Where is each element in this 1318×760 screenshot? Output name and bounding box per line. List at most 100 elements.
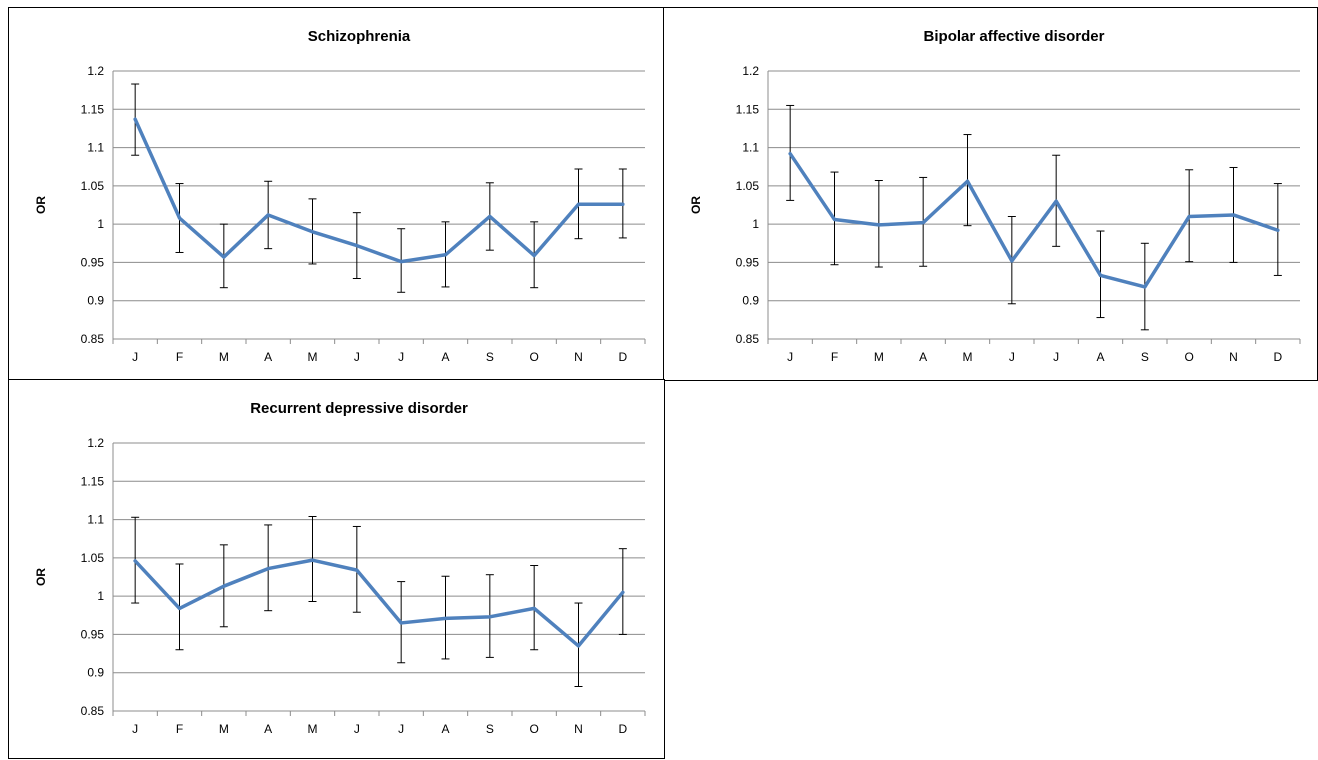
x-tick-label: A: [264, 350, 272, 364]
data-point: [1143, 285, 1147, 289]
chart-bipolar: Bipolar affective disorder 0.85 0.9 0.95 1 1.…: [689, 28, 1301, 364]
y-tick-label: 1.1: [87, 141, 104, 155]
data-point: [877, 223, 881, 227]
x-tick-label: N: [1229, 350, 1238, 364]
data-point: [488, 615, 492, 619]
x-tick-label: J: [354, 350, 360, 364]
x-tick-label: N: [574, 722, 583, 736]
y-tick-label: 0.85: [81, 704, 105, 718]
chart-title: Bipolar affective disorder: [924, 28, 1105, 45]
y-tick-label: 1.05: [736, 179, 760, 193]
y-tick-label: 1: [97, 589, 104, 603]
x-tick-label: D: [1273, 350, 1282, 364]
chart-panel-schizophrenia: Schizophrenia 0.85 0.9 0.95 1 1.05 1.1 1.15 1.2 O…: [8, 7, 665, 381]
x-tick-label: O: [529, 722, 538, 736]
data-point: [133, 117, 137, 121]
x-tick-label: J: [132, 722, 138, 736]
y-tick-label: 1.05: [81, 179, 105, 193]
x-tick-label: F: [176, 350, 183, 364]
y-tick-label: 1.1: [742, 141, 759, 155]
x-tick-label: A: [441, 722, 449, 736]
y-tick-label: 0.85: [736, 332, 760, 346]
data-point: [266, 567, 270, 571]
y-tick-label: 1.2: [742, 64, 759, 78]
data-point: [621, 202, 625, 206]
data-point: [921, 221, 925, 225]
y-tick-label: 1.15: [81, 102, 105, 116]
data-point: [355, 568, 359, 572]
chart-schizophrenia: Schizophrenia 0.85 0.9 0.95 1 1.05 1.1 1.15 1.2 O…: [34, 28, 646, 364]
y-axis-label: OR: [689, 196, 703, 214]
y-tick-label: 1.2: [87, 436, 104, 450]
x-tick-label: A: [1096, 350, 1104, 364]
data-point: [355, 244, 359, 248]
y-axis-label: OR: [34, 568, 48, 586]
chart-recurrent-depressive: Recurrent depressive disorder 0.85 0.9 0.95…: [34, 400, 646, 736]
y-tick-label: 1.15: [736, 102, 760, 116]
data-point: [222, 584, 226, 588]
data-point: [1276, 228, 1280, 232]
x-tick-label: D: [618, 722, 627, 736]
y-tick-label: 1.05: [81, 551, 105, 565]
y-tick-label: 0.9: [742, 294, 759, 308]
data-point: [178, 606, 181, 610]
x-tick-label: S: [486, 722, 494, 736]
data-point: [577, 644, 580, 648]
y-tick-label: 0.95: [81, 255, 105, 269]
x-tick-label: J: [398, 350, 404, 364]
data-point: [1010, 259, 1014, 263]
x-tick-label: J: [398, 722, 404, 736]
x-tick-label: M: [219, 350, 229, 364]
y-tick-label: 0.85: [81, 332, 105, 346]
data-point: [532, 254, 536, 258]
data-point: [444, 253, 447, 257]
data-point: [133, 559, 137, 563]
y-tick-label: 1.1: [87, 513, 104, 527]
x-tick-label: A: [264, 722, 272, 736]
data-point: [621, 590, 625, 594]
data-point: [311, 558, 314, 562]
x-tick-label: J: [787, 350, 793, 364]
chart-title: Schizophrenia: [308, 28, 411, 45]
series-line: [133, 558, 625, 648]
x-tick-label: S: [1141, 350, 1149, 364]
series-line: [133, 117, 625, 264]
data-point: [532, 606, 536, 610]
y-tick-label: 1.15: [81, 474, 105, 488]
x-tick-label: M: [219, 722, 229, 736]
data-point: [833, 218, 836, 222]
x-tick-label: O: [529, 350, 538, 364]
data-point: [222, 255, 226, 259]
data-point: [788, 152, 792, 156]
x-tick-label: M: [308, 722, 318, 736]
y-tick-label: 1: [752, 217, 759, 231]
chart-panel-bipolar: Bipolar affective disorder 0.85 0.9 0.95 1 1.…: [663, 7, 1318, 381]
y-tick-label: 1.2: [87, 64, 104, 78]
data-point: [1054, 199, 1058, 203]
x-tick-label: D: [618, 350, 627, 364]
data-point: [1187, 214, 1191, 218]
series-line: [788, 151, 1280, 289]
chart-panel-recurrent-depressive: Recurrent depressive disorder 0.85 0.9 0.95…: [8, 379, 665, 759]
data-point: [266, 213, 270, 217]
data-point: [577, 202, 580, 206]
data-point: [488, 214, 492, 218]
x-tick-label: J: [1009, 350, 1015, 364]
y-tick-label: 0.9: [87, 666, 104, 680]
x-tick-label: F: [831, 350, 838, 364]
x-tick-label: M: [874, 350, 884, 364]
x-tick-label: J: [132, 350, 138, 364]
y-tick-label: 0.95: [81, 627, 105, 641]
x-tick-label: O: [1184, 350, 1193, 364]
data-point: [311, 230, 314, 234]
data-point: [399, 260, 403, 264]
x-tick-label: J: [1053, 350, 1059, 364]
x-tick-label: M: [963, 350, 973, 364]
chart-title: Recurrent depressive disorder: [250, 400, 468, 417]
data-point: [1232, 213, 1235, 217]
x-tick-label: A: [919, 350, 927, 364]
x-tick-label: A: [441, 350, 449, 364]
x-tick-label: F: [176, 722, 183, 736]
y-tick-label: 0.9: [87, 294, 104, 308]
data-point: [1099, 273, 1102, 277]
